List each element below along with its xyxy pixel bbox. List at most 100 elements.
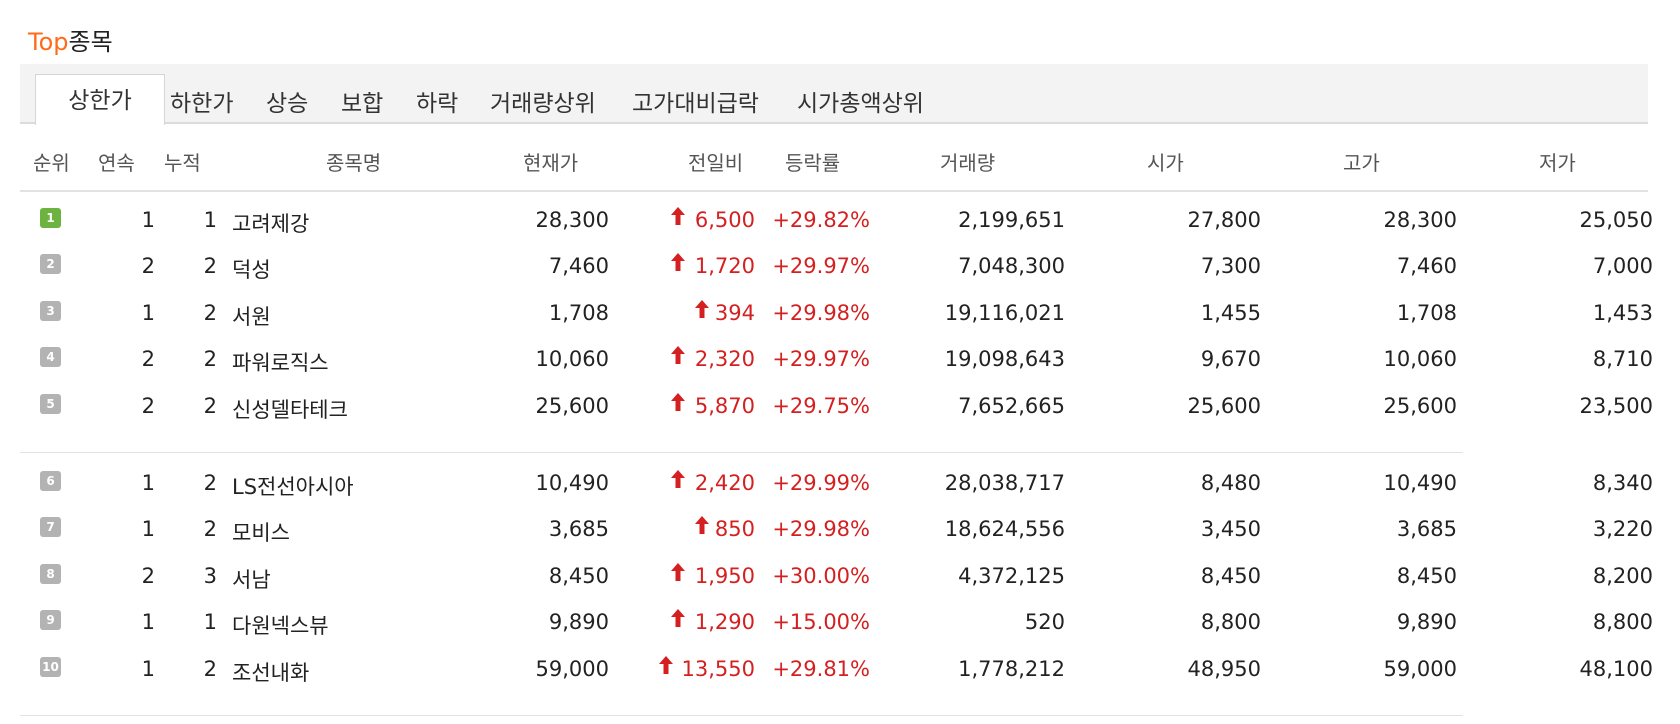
cell-rate: +29.99%	[772, 471, 870, 495]
up-arrow-icon	[695, 516, 710, 534]
tab-bar: 상한가 하한가 상승 보합 하락 거래량상위 고가대비급락 시가총액상위	[20, 64, 1648, 125]
up-arrow-icon	[671, 253, 685, 271]
tab-market-cap[interactable]: 시가총액상위	[797, 91, 924, 117]
stock-name-link[interactable]: 서원	[232, 305, 271, 329]
cell-open: 9,670	[1200, 347, 1261, 371]
group-divider	[20, 452, 1463, 453]
cell-change: 1,290	[694, 610, 755, 634]
cell-high: 9,890	[1396, 610, 1457, 634]
cell-volume: 4,372,125	[958, 564, 1065, 588]
cell-streak: 1	[141, 517, 155, 541]
rank-badge: 5	[40, 394, 61, 414]
cell-cumulative: 2	[203, 657, 217, 681]
rank-badge: 8	[40, 564, 61, 584]
col-change: 전일비	[688, 151, 744, 175]
cell-price: 8,450	[548, 564, 609, 588]
tab-drop-from-high[interactable]: 고가대비급락	[632, 91, 759, 117]
cell-price: 10,060	[535, 347, 609, 371]
cell-open: 8,480	[1200, 471, 1261, 495]
cell-open: 3,450	[1200, 517, 1261, 541]
cell-low: 8,800	[1592, 610, 1653, 634]
cell-cumulative: 1	[203, 610, 217, 634]
stock-name-link[interactable]: 모비스	[232, 521, 290, 545]
tab-top-volume[interactable]: 거래량상위	[490, 91, 596, 117]
col-rate: 등락률	[785, 151, 841, 175]
stock-name-link[interactable]: 고려제강	[232, 212, 310, 236]
tab-rising[interactable]: 상승	[266, 91, 309, 117]
cell-open: 7,300	[1200, 254, 1261, 278]
col-streak: 연속	[98, 151, 135, 175]
cell-cumulative: 2	[203, 517, 217, 541]
cell-cumulative: 1	[203, 208, 217, 232]
cell-volume: 19,098,643	[944, 347, 1065, 371]
cell-rate: +30.00%	[772, 564, 870, 588]
tab-unchanged[interactable]: 보합	[341, 91, 384, 117]
cell-cumulative: 2	[203, 301, 217, 325]
cell-streak: 1	[141, 301, 155, 325]
cell-volume: 18,624,556	[944, 517, 1065, 541]
stock-name-link[interactable]: 서남	[232, 568, 271, 592]
cell-rate: +29.75%	[772, 394, 870, 418]
cell-low: 1,453	[1592, 301, 1653, 325]
cell-low: 8,200	[1592, 564, 1653, 588]
cell-low: 23,500	[1579, 394, 1653, 418]
cell-open: 8,450	[1200, 564, 1261, 588]
cell-high: 1,708	[1396, 301, 1457, 325]
tab-lower-limit[interactable]: 하한가	[170, 91, 234, 117]
up-arrow-icon	[671, 563, 685, 581]
cell-open: 25,600	[1187, 394, 1261, 418]
cell-open: 48,950	[1187, 657, 1261, 681]
cell-change: 5,870	[694, 394, 755, 418]
col-low: 저가	[1539, 151, 1576, 175]
cell-cumulative: 2	[203, 394, 217, 418]
cell-streak: 1	[141, 657, 155, 681]
cell-change: 6,500	[694, 208, 755, 232]
stock-name-link[interactable]: 다원넥스뷰	[232, 614, 329, 638]
tab-falling[interactable]: 하락	[416, 91, 459, 117]
cell-streak: 2	[141, 564, 155, 588]
cell-streak: 1	[141, 610, 155, 634]
cell-volume: 2,199,651	[958, 208, 1065, 232]
cell-open: 8,800	[1200, 610, 1261, 634]
cell-rate: +29.98%	[772, 517, 870, 541]
col-high: 고가	[1343, 151, 1380, 175]
up-arrow-icon	[671, 470, 685, 488]
stock-name-link[interactable]: 덕성	[232, 258, 271, 282]
cell-streak: 2	[141, 394, 155, 418]
col-cumulative: 누적	[164, 151, 201, 175]
rank-badge: 7	[40, 517, 61, 537]
cell-cumulative: 2	[203, 254, 217, 278]
stock-name-link[interactable]: 신성델타테크	[232, 398, 348, 422]
cell-high: 10,490	[1383, 471, 1457, 495]
cell-volume: 1,778,212	[958, 657, 1065, 681]
up-arrow-icon	[658, 656, 673, 674]
cell-rate: +29.97%	[772, 347, 870, 371]
col-volume: 거래량	[940, 151, 996, 175]
cell-change: 850	[714, 517, 755, 541]
tab-upper-limit[interactable]: 상한가	[35, 74, 165, 125]
cell-price: 28,300	[535, 208, 609, 232]
stock-name-link[interactable]: 조선내화	[232, 661, 310, 685]
cell-high: 8,450	[1396, 564, 1457, 588]
cell-streak: 2	[141, 347, 155, 371]
cell-low: 25,050	[1579, 208, 1653, 232]
cell-high: 59,000	[1383, 657, 1457, 681]
cell-price: 25,600	[535, 394, 609, 418]
cell-streak: 1	[141, 208, 155, 232]
cell-low: 3,220	[1592, 517, 1653, 541]
rank-badge: 4	[40, 347, 61, 367]
cell-rate: +15.00%	[772, 610, 870, 634]
cell-rate: +29.97%	[772, 254, 870, 278]
cell-price: 10,490	[535, 471, 609, 495]
cell-cumulative: 2	[203, 471, 217, 495]
cell-open: 1,455	[1200, 301, 1261, 325]
rank-badge: 1	[40, 208, 61, 228]
stock-name-link[interactable]: LS전선아시아	[232, 475, 354, 499]
up-arrow-icon	[671, 393, 685, 411]
up-arrow-icon	[671, 609, 685, 627]
cell-high: 7,460	[1396, 254, 1457, 278]
cell-volume: 7,652,665	[958, 394, 1065, 418]
cell-price: 59,000	[535, 657, 609, 681]
stock-name-link[interactable]: 파워로직스	[232, 351, 329, 375]
